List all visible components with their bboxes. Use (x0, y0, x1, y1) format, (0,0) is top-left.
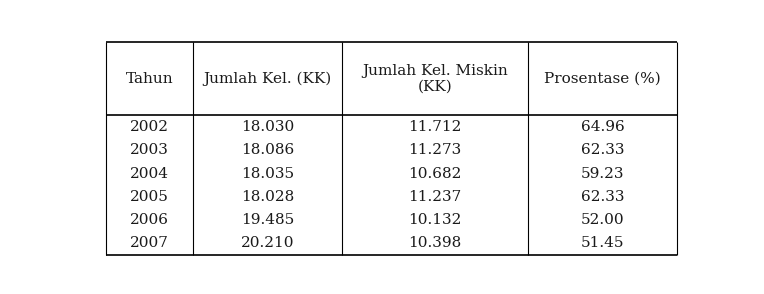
Text: 18.086: 18.086 (241, 143, 294, 157)
Text: 2002: 2002 (130, 120, 169, 134)
Text: 2006: 2006 (130, 213, 169, 227)
Text: 19.485: 19.485 (241, 213, 294, 227)
Text: 2003: 2003 (130, 143, 169, 157)
Text: Jumlah Kel. (KK): Jumlah Kel. (KK) (203, 71, 332, 86)
Text: Tahun: Tahun (126, 72, 173, 86)
Text: Jumlah Kel. Miskin
(KK): Jumlah Kel. Miskin (KK) (362, 64, 508, 94)
Text: 59.23: 59.23 (581, 167, 624, 181)
Text: 11.273: 11.273 (409, 143, 462, 157)
Text: 10.132: 10.132 (409, 213, 462, 227)
Text: 10.398: 10.398 (409, 236, 462, 250)
Text: 64.96: 64.96 (581, 120, 624, 134)
Text: 11.237: 11.237 (409, 190, 462, 204)
Text: Prosentase (%): Prosentase (%) (544, 72, 661, 86)
Text: 18.030: 18.030 (241, 120, 294, 134)
Text: 2007: 2007 (130, 236, 169, 250)
Text: 18.028: 18.028 (241, 190, 294, 204)
Text: 2004: 2004 (130, 167, 169, 181)
Text: 51.45: 51.45 (581, 236, 624, 250)
Text: 62.33: 62.33 (581, 143, 624, 157)
Text: 62.33: 62.33 (581, 190, 624, 204)
Text: 52.00: 52.00 (581, 213, 624, 227)
Text: 11.712: 11.712 (409, 120, 462, 134)
Text: 2005: 2005 (130, 190, 169, 204)
Text: 20.210: 20.210 (241, 236, 294, 250)
Text: 18.035: 18.035 (241, 167, 294, 181)
Text: 10.682: 10.682 (409, 167, 462, 181)
